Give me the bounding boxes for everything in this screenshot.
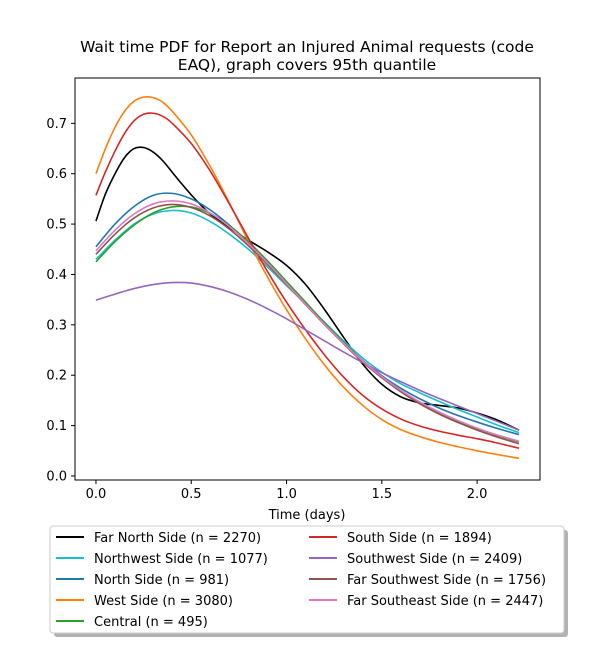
- series-line-west-side: [95, 96, 520, 460]
- legend-label: Northwest Side (n = 1077): [94, 552, 268, 567]
- legend-box: [49, 525, 565, 634]
- chart-title-line-2: EAQ), graph covers 95th quantile: [178, 56, 436, 74]
- x-tick-label: 1.0: [276, 487, 297, 502]
- y-axis: 0.0 0.1 0.2 0.3 0.4 0.5 0.6 0.7: [46, 117, 75, 484]
- legend-item-north-side: North Side (n = 981): [56, 573, 229, 588]
- legend-item-west-side: West Side (n = 3080): [56, 594, 233, 609]
- series-line-northwest-side: [95, 209, 520, 434]
- series-line-north-side: [95, 192, 520, 436]
- legend-item-southwest-side: Southwest Side (n = 2409): [309, 552, 522, 567]
- legend-item-south-side: South Side (n = 1894): [309, 531, 492, 546]
- x-tick-label: 2.0: [467, 487, 488, 502]
- legend-label: Central (n = 495): [94, 615, 208, 630]
- legend-item-northwest-side: Northwest Side (n = 1077): [56, 552, 268, 567]
- legend-item-central: Central (n = 495): [56, 615, 208, 630]
- chart-title-line-1: Wait time PDF for Report an Injured Anim…: [80, 38, 534, 56]
- y-tick-label: 0.7: [46, 117, 67, 132]
- y-tick-label: 0.4: [46, 268, 67, 283]
- series-line-south-side: [95, 112, 520, 450]
- legend-item-far-southwest-side: Far Southwest Side (n = 1756): [309, 573, 546, 588]
- y-tick-label: 0.2: [46, 369, 67, 384]
- series-line-central: [95, 205, 520, 443]
- plot-frame: [74, 77, 541, 481]
- legend-label: North Side (n = 981): [94, 573, 229, 588]
- legend-label: Far Southwest Side (n = 1756): [347, 573, 546, 588]
- series-line-far-north-side: [95, 146, 520, 431]
- x-axis-label: Time (days): [268, 508, 346, 523]
- legend-label: Southwest Side (n = 2409): [347, 552, 522, 567]
- legend-label: South Side (n = 1894): [347, 531, 492, 546]
- legend-item-far-southeast-side: Far Southeast Side (n = 2447): [309, 594, 543, 609]
- legend-item-far-north-side: Far North Side (n = 2270): [56, 531, 261, 546]
- legend-label: West Side (n = 3080): [94, 594, 233, 609]
- y-tick-label: 0.3: [46, 318, 67, 333]
- legend: Far North Side (n = 2270) Northwest Side …: [49, 525, 568, 637]
- x-tick-label: 0.5: [181, 487, 202, 502]
- x-tick-label: 0.0: [86, 487, 107, 502]
- plot-lines: [95, 96, 520, 460]
- y-tick-label: 0.5: [46, 218, 67, 233]
- x-axis: 0.0 0.5 1.0 1.5 2.0: [86, 480, 488, 502]
- series-line-far-southeast-side: [95, 200, 520, 442]
- x-tick-label: 1.5: [371, 487, 392, 502]
- series-line-southwest-side: [95, 281, 520, 431]
- y-tick-label: 0.6: [46, 167, 67, 182]
- y-tick-label: 0.0: [46, 469, 67, 484]
- legend-entries: Far North Side (n = 2270) Northwest Side …: [56, 531, 546, 630]
- y-tick-label: 0.1: [46, 419, 67, 434]
- legend-label: Far Southeast Side (n = 2447): [347, 594, 543, 609]
- legend-label: Far North Side (n = 2270): [94, 531, 261, 546]
